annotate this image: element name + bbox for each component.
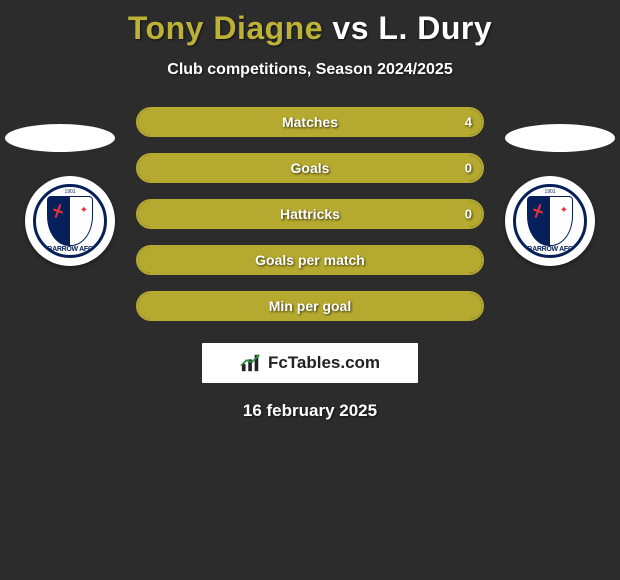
stat-label: Min per goal xyxy=(269,298,351,314)
stat-value-right: 0 xyxy=(465,207,472,222)
stat-label: Hattricks xyxy=(280,206,340,222)
shield-icon: ✦ xyxy=(47,196,93,246)
chart-icon xyxy=(240,353,262,373)
stat-label: Goals per match xyxy=(255,252,365,268)
date-text: 16 february 2025 xyxy=(0,401,620,421)
player1-club-crest: 1901 ✦ BARROW AFC xyxy=(25,176,115,266)
player2-club-crest: 1901 ✦ BARROW AFC xyxy=(505,176,595,266)
branding-text: FcTables.com xyxy=(268,353,380,373)
player2-oval-placeholder xyxy=(505,124,615,152)
stat-row: Goals 0 xyxy=(136,153,484,183)
player1-oval-placeholder xyxy=(5,124,115,152)
branding-badge: FcTables.com xyxy=(202,343,418,383)
player1-name: Tony Diagne xyxy=(128,10,323,46)
comparison-title: Tony Diagne vs L. Dury xyxy=(0,0,620,47)
stat-label: Matches xyxy=(282,114,338,130)
stat-row: Goals per match xyxy=(136,245,484,275)
crest-label: BARROW AFC xyxy=(527,246,572,253)
crest-label: BARROW AFC xyxy=(47,246,92,253)
shield-icon: ✦ xyxy=(527,196,573,246)
stat-row: Matches 4 xyxy=(136,107,484,137)
vs-text: vs xyxy=(332,10,369,46)
stat-row: Hattricks 0 xyxy=(136,199,484,229)
stat-row: Min per goal xyxy=(136,291,484,321)
subtitle: Club competitions, Season 2024/2025 xyxy=(0,61,620,79)
stat-label: Goals xyxy=(291,160,330,176)
stat-value-right: 0 xyxy=(465,161,472,176)
player2-name: L. Dury xyxy=(378,10,492,46)
stat-value-right: 4 xyxy=(465,115,472,130)
